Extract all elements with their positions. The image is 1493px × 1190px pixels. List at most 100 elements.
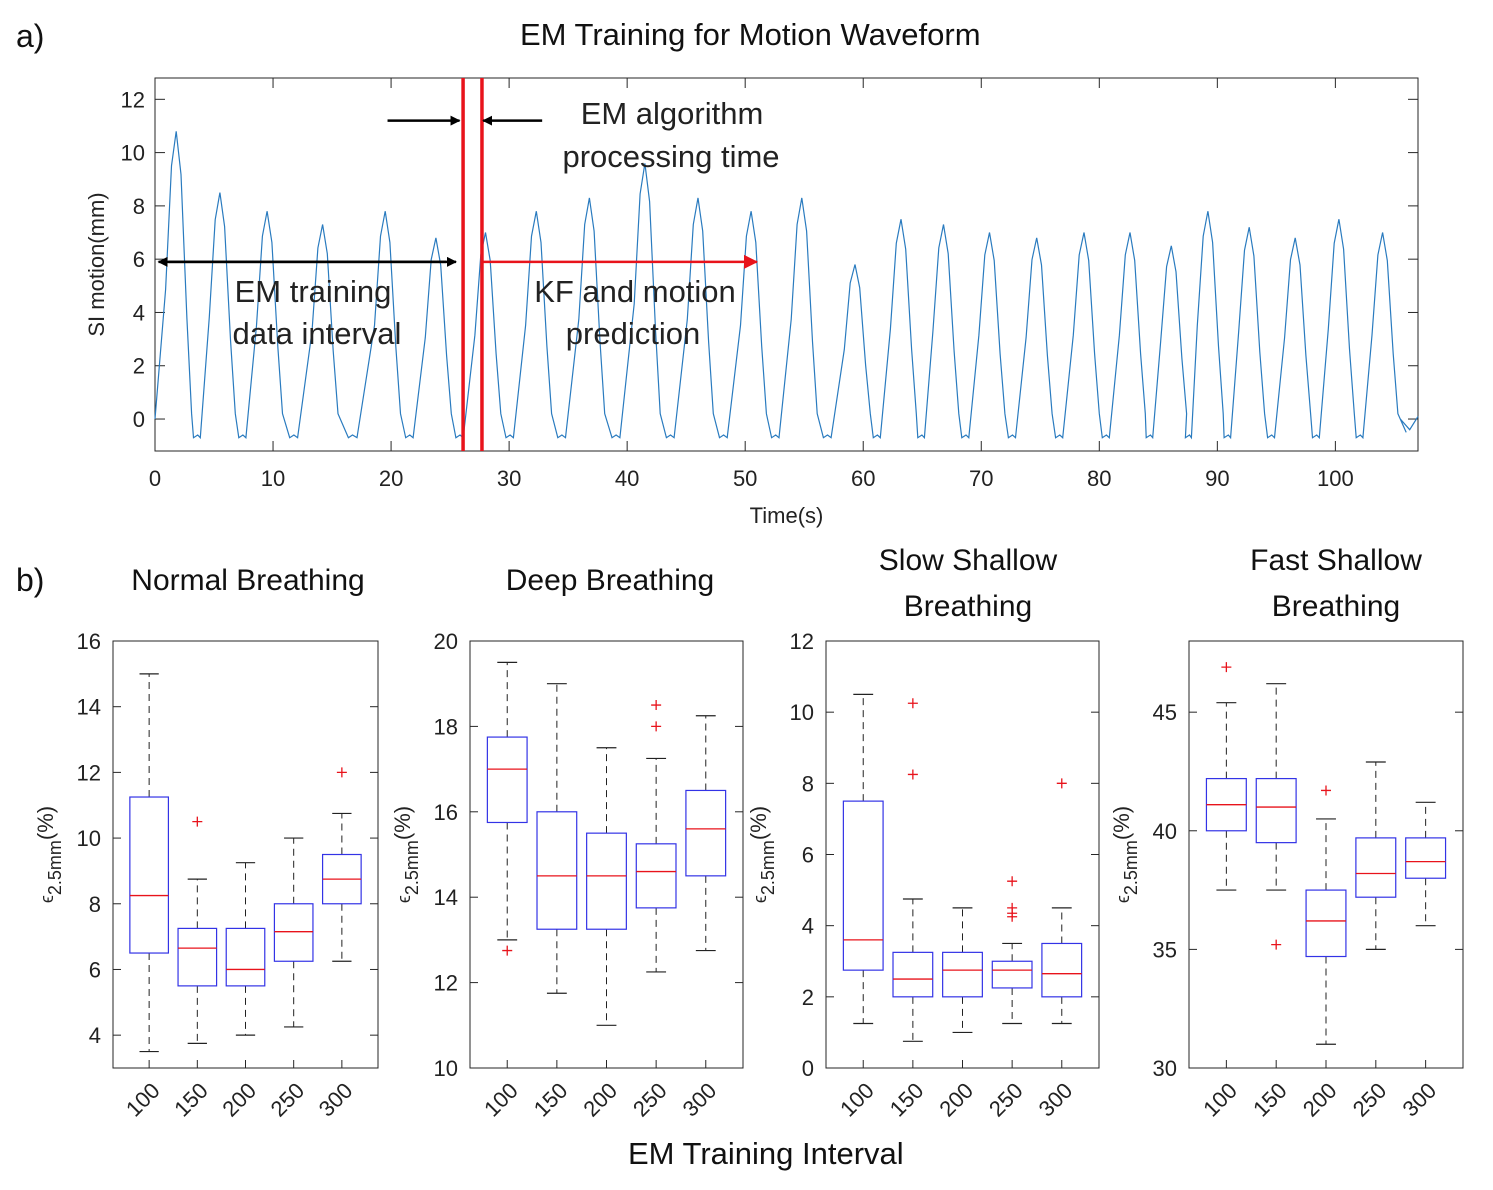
box-iqr xyxy=(842,800,884,971)
y-tick-label: 0 xyxy=(802,1056,814,1081)
box-title-slow-line1: Slow Shallow xyxy=(878,544,1058,577)
box-iqr xyxy=(892,951,934,998)
y-tick-label: 30 xyxy=(1153,1056,1177,1081)
outlier-marker xyxy=(336,767,347,778)
box-iqr xyxy=(1305,889,1347,958)
y-tick-label: 45 xyxy=(1153,700,1177,725)
training-text-line2: data interval xyxy=(233,316,402,351)
box-iqr xyxy=(942,951,983,998)
box-iqr xyxy=(129,796,170,954)
x-tick-label: 20 xyxy=(379,466,403,491)
boxplot-axes-box xyxy=(1188,640,1464,1069)
box-iqr xyxy=(991,960,1033,989)
x-tick-label: 250 xyxy=(984,1078,1028,1122)
y-tick-label: 12 xyxy=(121,87,145,112)
x-tick-label: 200 xyxy=(1298,1078,1342,1122)
x-tick-label: 150 xyxy=(885,1078,929,1122)
motion-waveform-line xyxy=(154,131,1419,440)
y-tick-label: 16 xyxy=(434,800,458,825)
outlier-marker xyxy=(651,700,662,711)
y-tick-label: 14 xyxy=(77,695,101,720)
y-label-subscript: 2.5mm xyxy=(45,840,65,895)
x-tick-label: 250 xyxy=(628,1078,672,1122)
y-tick-label: 6 xyxy=(802,843,814,868)
y-tick-label: 18 xyxy=(434,714,458,739)
box-title-deep-text: Deep Breathing xyxy=(505,564,715,597)
x-tick-label: 30 xyxy=(497,466,521,491)
y-axis-label: SI motion(mm) xyxy=(84,192,109,336)
box-iqr xyxy=(1405,837,1447,879)
x-tick-label: 150 xyxy=(169,1078,213,1122)
x-tick-label: 40 xyxy=(615,466,639,491)
y-label-epsilon: ϵ xyxy=(750,895,770,903)
outlier-marker xyxy=(651,721,662,732)
outlier-marker xyxy=(1007,876,1018,887)
y-tick-label: 12 xyxy=(790,629,814,654)
panel-b-letter: b) xyxy=(16,562,45,598)
outlier-marker xyxy=(1321,785,1331,796)
box-title-fast: Fast Shallow Breathing xyxy=(1186,538,1486,630)
y-tick-label: 12 xyxy=(434,971,458,996)
prediction-text-line1: KF and motion xyxy=(534,274,736,309)
box-title-slow: Slow Shallow Breathing xyxy=(818,538,1118,630)
y-tick-label: 40 xyxy=(1153,819,1177,844)
box-iqr xyxy=(486,736,528,824)
x-tick-label: 200 xyxy=(934,1078,978,1122)
boxplot-4: 30 35 40 45 100 150 200 250 300 ϵ2.5mm(%) xyxy=(1109,640,1464,1122)
outlier-marker xyxy=(192,816,203,827)
y-tick-label: 4 xyxy=(89,1023,101,1048)
outlier-marker xyxy=(502,945,513,956)
box-title-fast-line2: Breathing xyxy=(1271,590,1401,623)
outlier-marker xyxy=(907,698,918,709)
y-axis-label: ϵ2.5mm(%) xyxy=(390,806,422,903)
outlier-marker xyxy=(1271,939,1282,950)
y-tick-label: 2 xyxy=(133,354,145,379)
x-tick-label: 50 xyxy=(733,466,757,491)
outlier-marker xyxy=(1056,778,1067,789)
y-label-subscript: 2.5mm xyxy=(1121,840,1141,895)
y-axis-label: ϵ2.5mm(%) xyxy=(33,806,65,903)
y-tick-label: 6 xyxy=(89,957,101,982)
y-label-subscript: 2.5mm xyxy=(402,840,422,895)
x-tick-label: 100 xyxy=(121,1078,165,1122)
x-tick-label: 100 xyxy=(835,1078,879,1122)
y-label-unit: (%) xyxy=(746,806,771,840)
y-tick-label: 10 xyxy=(77,826,101,851)
y-tick-label: 2 xyxy=(802,985,814,1010)
box-title-normal: Normal Breathing xyxy=(98,558,398,604)
y-tick-label: 6 xyxy=(133,247,145,272)
box-iqr xyxy=(536,811,578,930)
line-plot-axes-box xyxy=(154,77,1419,452)
x-tick-label: 200 xyxy=(578,1078,622,1122)
x-tick-label: 150 xyxy=(529,1078,573,1122)
outlier-marker xyxy=(1007,902,1018,913)
x-tick-label: 300 xyxy=(1398,1078,1442,1122)
y-tick-label: 35 xyxy=(1153,937,1177,962)
box-iqr xyxy=(1041,942,1083,998)
processing-text-line2: processing time xyxy=(562,139,779,174)
y-tick-label: 16 xyxy=(77,629,101,654)
y-tick-label: 8 xyxy=(802,771,814,796)
box-iqr xyxy=(685,789,727,877)
y-tick-label: 12 xyxy=(77,760,101,785)
y-tick-label: 8 xyxy=(89,892,101,917)
y-axis-label: ϵ2.5mm(%) xyxy=(1109,806,1141,903)
x-tick-label: 60 xyxy=(851,466,875,491)
y-tick-label: 10 xyxy=(121,141,145,166)
boxplot-2: 10 12 14 16 18 20 100 150 200 250 300 ϵ2.5mm(%) xyxy=(390,629,744,1122)
boxplot-1: 4 6 8 10 12 14 16 100 150 200 250 300 ϵ2.5mm(%) xyxy=(33,629,379,1122)
x-tick-label: 10 xyxy=(261,466,285,491)
boxplot-3: 0 2 4 6 8 10 12 100 150 200 250 300 ϵ2.5mm(%) xyxy=(746,629,1100,1122)
y-label-epsilon: ϵ xyxy=(1113,895,1133,903)
x-axis-label: Time(s) xyxy=(750,503,824,528)
y-tick-label: 8 xyxy=(133,194,145,219)
bottom-xlabel: EM Training Interval xyxy=(628,1136,904,1171)
y-tick-label: 4 xyxy=(133,300,145,325)
box-iqr xyxy=(225,927,266,987)
y-tick-label: 10 xyxy=(790,700,814,725)
outlier-marker xyxy=(907,769,918,780)
x-tick-label: 100 xyxy=(1198,1078,1242,1122)
box-iqr xyxy=(273,903,314,962)
box-title-slow-line2: Breathing xyxy=(903,590,1033,623)
